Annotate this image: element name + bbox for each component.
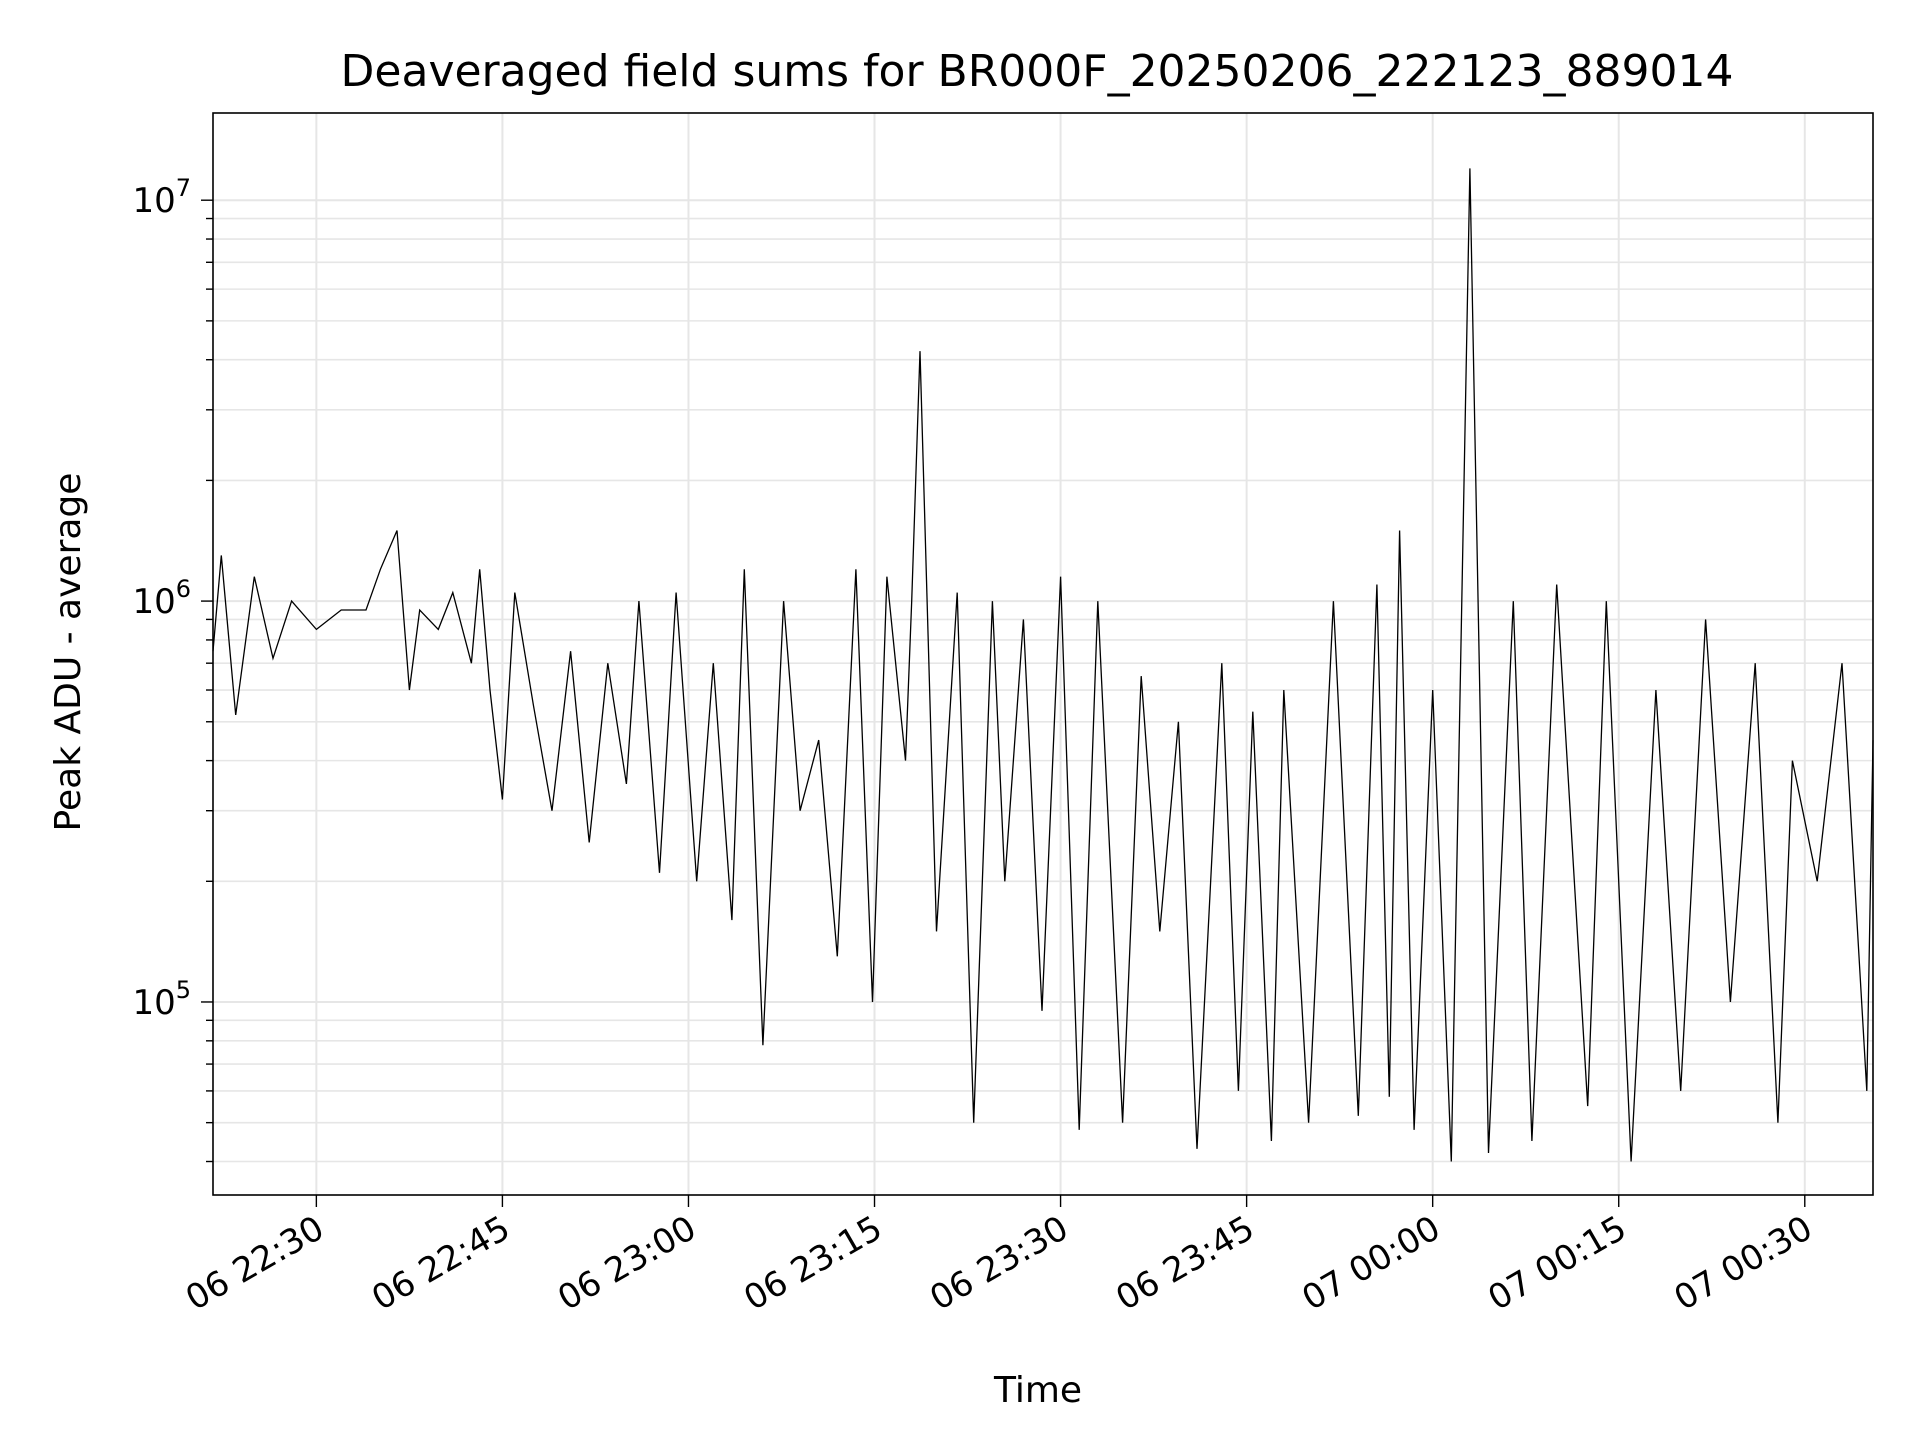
chart-title: Deaveraged field sums for BR000F_2025020…: [341, 46, 1734, 97]
grid: [213, 113, 1873, 1195]
y-axis-label: Peak ADU - average: [48, 473, 89, 832]
y-tick-label: 105: [132, 976, 191, 1023]
plot-frame: [212, 112, 1874, 1196]
y-tick-label: 106: [132, 575, 191, 622]
plot-area: [212, 168, 1874, 1162]
series-line-1: [212, 168, 1874, 1162]
x-axis-label: Time: [993, 1370, 1082, 1411]
y-tick-label: 107: [132, 174, 191, 221]
